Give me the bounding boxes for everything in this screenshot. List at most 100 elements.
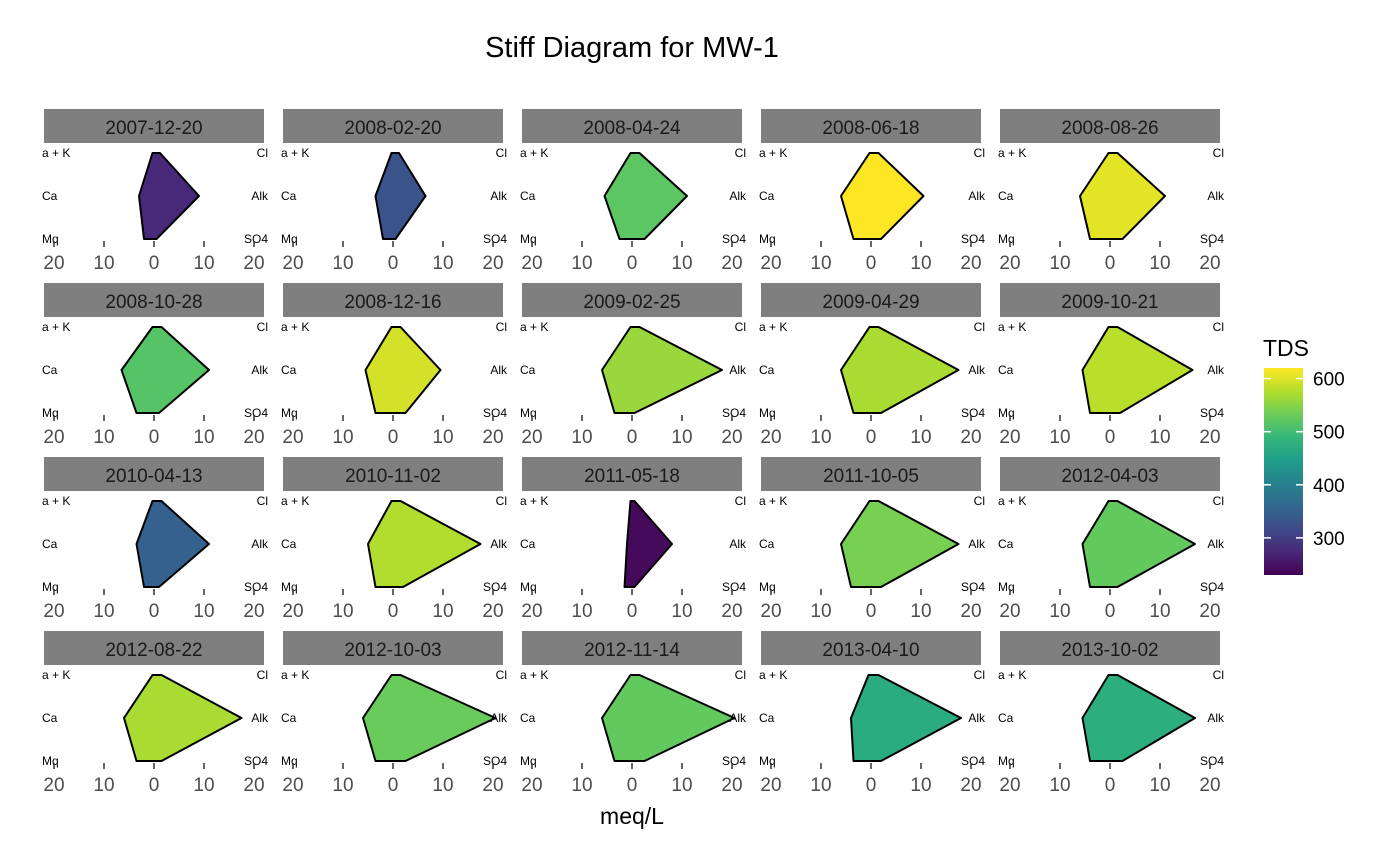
- anion-label: SO4: [961, 406, 985, 420]
- x-tick-label: 20: [521, 253, 542, 274]
- facet-strip-label: 2008-04-24: [583, 118, 681, 139]
- facet-strip-label: 2011-10-05: [823, 466, 919, 487]
- x-tick-label: 20: [282, 427, 303, 448]
- facet-panel: 2008-02-20 a + K Ca Mq Cl Alk SO4 20 10 0 10 20: [281, 109, 508, 274]
- facet-strip-label: 2008-10-28: [105, 292, 202, 313]
- x-tick-label: 0: [388, 775, 399, 796]
- stiff-polygon: [135, 500, 210, 588]
- anion-label: Cl: [257, 146, 268, 160]
- anion-label: Cl: [735, 494, 746, 508]
- anion-label: Alk: [729, 363, 747, 377]
- cation-label: Ca: [998, 711, 1014, 725]
- facet-strip: [522, 457, 742, 491]
- anion-label: SO4: [483, 232, 507, 246]
- x-tick-label: 20: [960, 775, 981, 796]
- cation-label: a + K: [42, 146, 70, 160]
- facet-strip: [44, 457, 264, 491]
- facet-strip: [44, 283, 264, 317]
- x-tick-label: 20: [1199, 601, 1220, 622]
- x-tick-label: 10: [810, 775, 831, 796]
- facet-strip: [283, 457, 503, 491]
- cation-label: Ca: [759, 363, 775, 377]
- facet-panel: 2012-08-22 a + K Ca Mq Cl Alk SO4 20 10 0 10 20: [42, 631, 269, 796]
- facet-strip: [522, 109, 742, 143]
- cation-label: a + K: [281, 668, 309, 682]
- x-tick-label: 10: [671, 775, 692, 796]
- x-tick-label: 10: [671, 601, 692, 622]
- facet-strip-label: 2010-11-02: [345, 466, 441, 487]
- anion-label: Alk: [729, 537, 747, 551]
- x-tick-label: 0: [627, 775, 638, 796]
- facet-strip-label: 2012-11-14: [584, 640, 680, 661]
- x-tick-label: 20: [243, 601, 264, 622]
- x-tick-label: 20: [282, 253, 303, 274]
- facet-strip: [522, 631, 742, 665]
- x-tick-label: 0: [627, 253, 638, 274]
- anion-label: Alk: [1207, 711, 1225, 725]
- facet-panel: 2008-06-18 a + K Ca Mq Cl Alk SO4 20 10 0 10 20: [759, 109, 986, 274]
- x-tick-label: 20: [43, 427, 64, 448]
- anion-label: Cl: [1213, 668, 1224, 682]
- x-tick-label: 20: [721, 775, 742, 796]
- stiff-polygon: [601, 674, 736, 762]
- x-tick-label: 0: [388, 253, 399, 274]
- anion-label: Alk: [490, 189, 508, 203]
- stiff-polygon: [138, 152, 200, 240]
- stiff-polygon: [623, 500, 673, 588]
- x-tick-label: 10: [432, 775, 453, 796]
- cation-label: Ca: [42, 537, 58, 551]
- cation-label: Mq: [42, 754, 59, 768]
- stiff-polygon: [840, 152, 925, 240]
- x-tick-label: 10: [910, 253, 931, 274]
- x-tick-label: 10: [432, 601, 453, 622]
- anion-label: Cl: [735, 146, 746, 160]
- x-tick-label: 20: [482, 775, 503, 796]
- x-tick-label: 10: [93, 601, 114, 622]
- cation-label: Ca: [998, 363, 1014, 377]
- x-tick-label: 0: [866, 775, 877, 796]
- anion-label: Alk: [490, 537, 508, 551]
- cation-label: a + K: [998, 668, 1026, 682]
- x-tick-label: 10: [1149, 775, 1170, 796]
- x-tick-label: 10: [671, 427, 692, 448]
- cation-label: Ca: [520, 711, 536, 725]
- x-tick-label: 20: [960, 601, 981, 622]
- anion-label: Cl: [496, 494, 507, 508]
- x-tick-label: 0: [627, 427, 638, 448]
- anion-label: SO4: [961, 754, 985, 768]
- facet-strip-label: 2008-08-26: [1061, 118, 1158, 139]
- cation-label: Ca: [759, 189, 775, 203]
- cation-label: Mq: [759, 232, 776, 246]
- x-tick-label: 20: [760, 601, 781, 622]
- facet-panel: 2013-04-10 a + K Ca Mq Cl Alk SO4 20 10 0 10 20: [759, 631, 986, 796]
- facet-strip-label: 2012-08-22: [105, 640, 202, 661]
- x-tick-label: 0: [149, 601, 160, 622]
- stiff-polygon: [850, 674, 962, 762]
- facet-strip-label: 2012-04-03: [1061, 466, 1158, 487]
- x-tick-label: 10: [1049, 601, 1070, 622]
- anion-label: SO4: [244, 406, 268, 420]
- cation-label: a + K: [281, 320, 309, 334]
- x-tick-label: 0: [149, 253, 160, 274]
- chart-title: Stiff Diagram for MW-1: [485, 32, 779, 64]
- facet-panel: 2008-04-24 a + K Ca Mq Cl Alk SO4 20 10 0 10 20: [520, 109, 747, 274]
- x-tick-label: 10: [332, 427, 353, 448]
- x-tick-label: 10: [910, 601, 931, 622]
- x-tick-label: 10: [332, 253, 353, 274]
- anion-label: Cl: [974, 494, 985, 508]
- anion-label: Cl: [496, 320, 507, 334]
- x-tick-label: 10: [571, 427, 592, 448]
- legend-colorbar: [1264, 368, 1303, 575]
- x-tick-label: 10: [810, 427, 831, 448]
- x-tick-label: 20: [243, 427, 264, 448]
- x-tick-label: 20: [1199, 253, 1220, 274]
- anion-label: Alk: [251, 189, 269, 203]
- facet-strip-label: 2013-10-02: [1061, 640, 1158, 661]
- anion-label: SO4: [244, 232, 268, 246]
- x-axis-label: meq/L: [600, 803, 664, 829]
- anion-label: Cl: [974, 320, 985, 334]
- anion-label: Alk: [968, 537, 986, 551]
- stiff-polygon: [374, 152, 427, 240]
- facet-strip: [761, 109, 981, 143]
